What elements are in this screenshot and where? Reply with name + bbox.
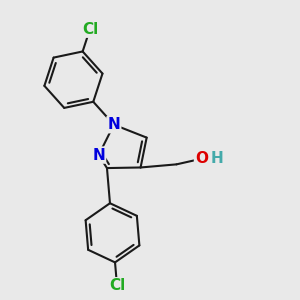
Text: H: H xyxy=(210,151,223,166)
Text: O: O xyxy=(195,151,208,166)
Text: N: N xyxy=(92,148,105,163)
Text: N: N xyxy=(107,117,120,132)
Text: Cl: Cl xyxy=(82,22,98,37)
Text: Cl: Cl xyxy=(109,278,125,293)
